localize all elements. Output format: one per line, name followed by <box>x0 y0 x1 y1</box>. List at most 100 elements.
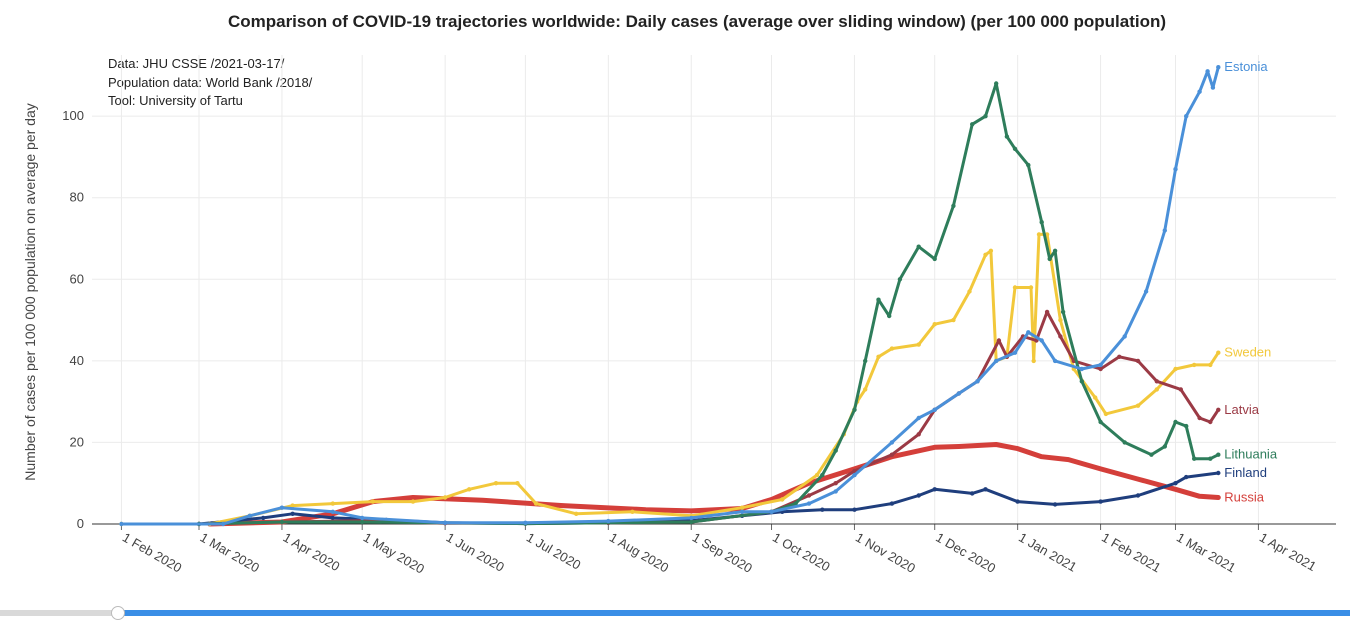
data-point-sweden <box>1208 362 1213 368</box>
data-point-sweden <box>967 289 972 294</box>
x-tick-label: 1 Jun 2020 <box>444 530 507 575</box>
data-point-estonia <box>1197 89 1202 94</box>
series-line-latvia <box>197 310 1220 526</box>
data-point-sweden <box>983 252 988 257</box>
x-tick-label: 1 Oct 2020 <box>770 530 833 575</box>
data-point-russia <box>560 503 565 508</box>
x-tick-label: 1 Feb 2020 <box>120 530 184 576</box>
data-point-russia <box>956 444 961 449</box>
data-point-latvia <box>1197 415 1202 421</box>
data-point-estonia <box>1143 289 1149 294</box>
data-point-estonia <box>442 520 448 525</box>
x-tick-label: 1 Sep 2020 <box>690 530 755 576</box>
data-point-sweden <box>932 322 937 327</box>
data-point-sweden <box>1058 317 1063 323</box>
x-tick-label: 1 Aug 2020 <box>607 530 671 576</box>
data-point-lithuania <box>820 472 825 478</box>
data-point-sweden <box>814 472 820 478</box>
data-point-latvia <box>1117 354 1122 359</box>
data-point-latvia <box>996 338 1002 343</box>
data-point-sweden <box>1103 411 1109 417</box>
data-point-estonia <box>1026 330 1031 335</box>
data-point-sweden <box>1028 285 1034 290</box>
data-point-lithuania <box>852 407 857 412</box>
y-tick-label: 20 <box>70 434 84 449</box>
x-tick-label: 1 Jul 2020 <box>524 530 583 573</box>
data-point-estonia <box>806 501 812 506</box>
data-point-latvia <box>1154 379 1160 384</box>
data-point-lithuania <box>1039 220 1044 225</box>
data-point-sweden <box>739 505 745 510</box>
data-point-estonia <box>1173 167 1178 172</box>
data-point-estonia <box>769 509 774 514</box>
data-point-lithuania <box>689 519 694 525</box>
x-tick-label: 1 Apr 2020 <box>280 530 342 574</box>
data-point-russia <box>1039 454 1044 459</box>
data-point-estonia <box>247 513 252 518</box>
data-point-sweden <box>863 387 868 392</box>
data-point-lithuania <box>970 122 975 127</box>
data-point-estonia <box>523 520 528 525</box>
data-point-sweden <box>330 501 335 506</box>
data-point-estonia <box>1162 228 1168 233</box>
slider-selected-range <box>120 610 1350 616</box>
data-point-estonia <box>119 521 124 527</box>
data-point-sweden <box>780 497 785 502</box>
data-point-latvia <box>852 468 857 474</box>
data-point-sweden <box>290 503 295 508</box>
data-point-lithuania <box>360 519 365 525</box>
data-point-sweden <box>533 501 539 506</box>
series-label-latvia: Latvia <box>1224 402 1259 417</box>
data-point-estonia <box>606 518 611 524</box>
data-point-lithuania <box>833 448 838 453</box>
series-line-estonia <box>119 65 1220 526</box>
chart-title: Comparison of COVID-19 trajectories worl… <box>227 12 1167 31</box>
line-chart: 0 20 40 60 80 100 1 Feb 2020 1 Mar 2020 1 Apr 20… <box>62 55 1336 577</box>
data-point-finland <box>261 515 266 521</box>
data-point-lithuania <box>1098 419 1103 425</box>
data-point-lithuania <box>1162 444 1168 449</box>
data-point-estonia <box>330 509 335 514</box>
data-point-estonia <box>956 391 961 396</box>
data-point-estonia <box>1210 85 1216 90</box>
data-point-lithuania <box>1192 456 1197 461</box>
data-point-finland <box>852 507 857 512</box>
x-tick-label: 1 Dec 2020 <box>933 530 998 576</box>
series-lines[interactable] <box>119 65 1221 527</box>
data-point-lithuania <box>1216 452 1221 457</box>
data-point-russia <box>1135 476 1141 482</box>
data-point-sweden <box>1093 395 1098 400</box>
data-point-sweden <box>1173 366 1178 372</box>
x-tick-label: 1 Mar 2020 <box>198 530 262 576</box>
data-point-lithuania <box>1208 456 1213 461</box>
series-label-estonia: Estonia <box>1224 59 1268 74</box>
data-point-russia <box>1098 466 1103 472</box>
data-point-latvia <box>833 481 838 486</box>
data-point-finland <box>1098 499 1103 504</box>
y-tick-label: 40 <box>70 353 84 368</box>
data-point-estonia <box>279 505 285 510</box>
data-point-estonia <box>1122 334 1127 339</box>
series-label-russia: Russia <box>1224 489 1265 504</box>
data-point-lithuania <box>951 203 956 209</box>
data-point-russia <box>1173 487 1178 492</box>
data-point-estonia <box>1098 362 1103 368</box>
data-point-sweden <box>1216 350 1221 355</box>
data-point-lithuania <box>994 81 999 86</box>
data-point-estonia <box>1079 366 1085 372</box>
date-range-slider[interactable] <box>0 606 1350 620</box>
data-point-sweden <box>1192 362 1197 368</box>
data-point-estonia <box>1205 69 1210 74</box>
data-point-estonia <box>220 521 226 527</box>
data-point-lithuania <box>1184 423 1189 429</box>
data-point-russia <box>410 495 416 500</box>
slider-handle[interactable] <box>111 606 125 620</box>
data-point-estonia <box>994 358 999 364</box>
data-point-estonia <box>1216 65 1221 70</box>
data-point-lithuania <box>279 519 285 525</box>
data-point-finland <box>970 491 975 496</box>
x-tick-label: 1 Mar 2021 <box>1174 530 1238 576</box>
data-point-sweden <box>467 487 472 492</box>
series-line-sweden <box>119 232 1220 526</box>
data-point-finland <box>1184 474 1189 480</box>
